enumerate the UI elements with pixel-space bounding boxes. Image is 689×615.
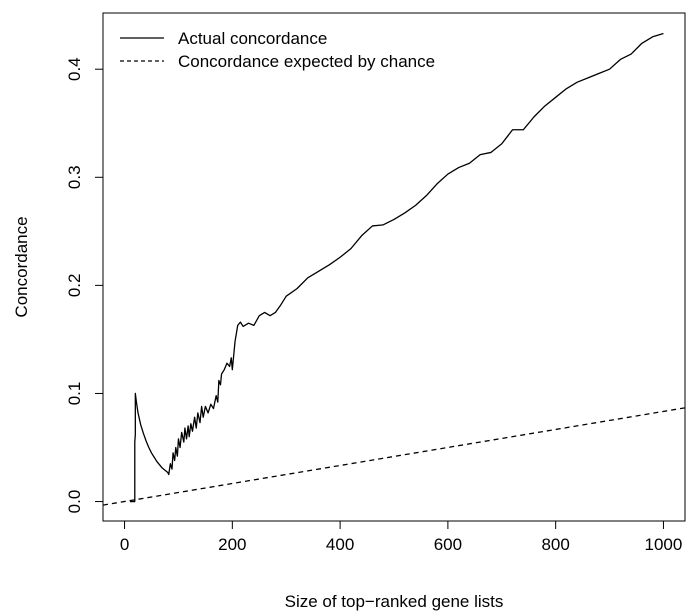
y-axis-label: Concordance [12,216,31,317]
x-tick-label: 0 [120,535,129,554]
y-tick-label: 0.3 [65,165,84,189]
plot-frame [102,12,686,522]
legend-label-chance: Concordance expected by chance [178,52,435,71]
legend-label-actual: Actual concordance [178,29,327,48]
x-axis-label: Size of top−ranked gene lists [285,592,504,611]
x-tick-label: 800 [541,535,569,554]
x-tick-label: 600 [434,535,462,554]
y-axis: 0.0 0.1 0.2 0.3 0.4 [65,57,103,513]
series-layer [103,32,685,506]
y-tick-label: 0.1 [65,382,84,406]
y-tick-label: 0.2 [65,274,84,298]
x-axis: 0 200 400 600 800 1000 [120,521,683,554]
x-tick-label: 400 [326,535,354,554]
y-tick-label: 0.0 [65,490,84,514]
x-tick-label: 1000 [645,535,683,554]
legend: Actual concordance Concordance expected … [120,29,435,71]
series-actual-concordance [129,32,664,503]
series-expected-by-chance [103,407,685,506]
y-tick-label: 0.4 [65,57,84,81]
x-tick-label: 200 [218,535,246,554]
